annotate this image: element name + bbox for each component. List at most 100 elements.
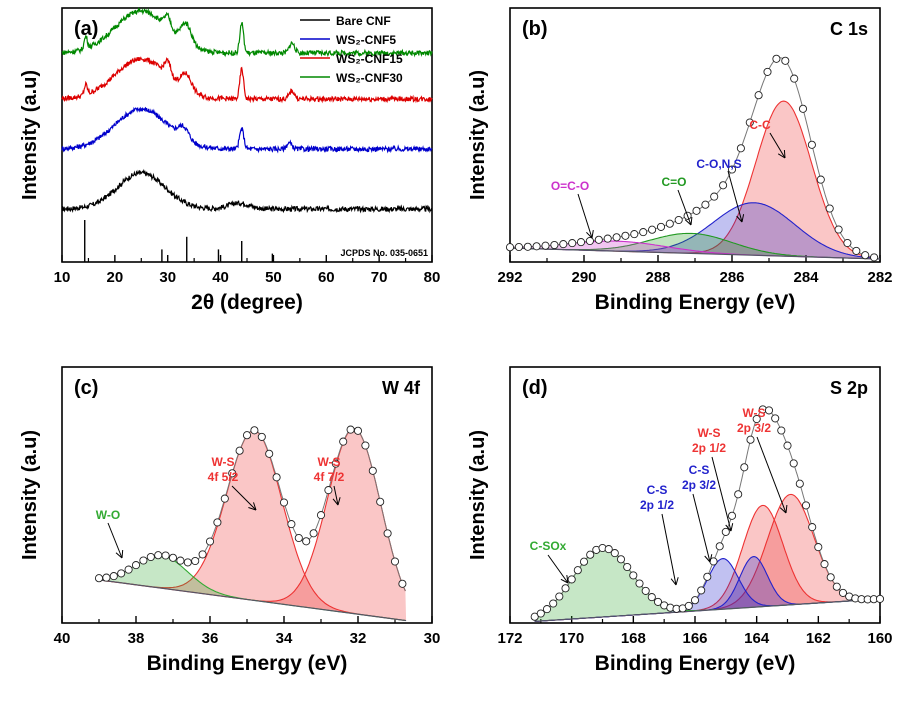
x-axis-label: 2θ (degree) [191,291,303,314]
x-tick-label: 34 [276,630,293,647]
data-point [541,241,550,250]
component-fill [99,555,407,621]
panel-d: (d) S 2p 172 170 168 166 164 162 160 Binding Ener… [467,366,893,675]
data-point [257,432,266,441]
peak-annotation: C-O,N,S [696,157,741,171]
annotation-arrow [769,132,786,159]
peak-annotation: C=O [661,175,686,189]
data-point [641,586,650,595]
data-point [383,529,392,538]
data-point [604,545,613,554]
annotation-arrow [231,485,257,511]
data-point [530,612,539,621]
panel-c: (c) W 4f 40 38 36 34 32 30 Binding Energy (eV) In… [19,366,440,675]
panel-label: (a) [74,18,98,40]
data-point [772,54,781,63]
data-point [576,238,586,247]
data-point [653,597,663,606]
data-point [710,192,719,201]
x-axis-label: Binding Energy (eV) [147,652,348,675]
data-point [346,425,355,434]
data-point [168,553,178,562]
x-tick-label: 282 [867,269,892,286]
data-point [721,527,730,536]
data-point [279,498,289,507]
data-point [567,575,576,584]
x-tick-label: 164 [744,630,770,647]
annotation-arrowhead [670,577,679,586]
legend-entry: Bare CNF [336,14,391,28]
y-axis-label: Intensity (a.u) [19,70,41,200]
data-point [398,579,407,588]
xrd-trace [61,56,433,104]
annotation-arrow [711,456,732,532]
data-point [623,562,632,572]
annotation-arrow [692,493,711,563]
data-point [648,225,657,234]
legend-entry: WS₂-CNF15 [336,52,403,66]
annotation-arrowhead [586,230,594,239]
x-tick-label: 162 [806,630,831,647]
data-point [191,556,200,566]
data-point [220,494,229,503]
data-point [242,431,252,440]
data-point [161,551,170,560]
x-tick-label: 60 [318,269,335,286]
data-point [109,572,118,581]
data-point [549,599,558,608]
annotation-arrow [547,554,569,584]
data-point [550,240,559,250]
data-point [302,537,311,546]
data-point [764,406,774,415]
data-point [94,574,104,583]
data-point [843,238,852,248]
x-tick-label: 286 [719,269,744,286]
data-point [697,586,706,595]
x-tick-label: 38 [128,630,145,647]
data-point [154,551,163,560]
data-point [146,552,155,562]
annotation-arrow [727,170,743,223]
data-point [559,240,568,249]
data-point [630,230,639,239]
component-fill [99,428,407,621]
annotation-arrowhead [684,217,693,226]
data-point [324,486,333,495]
component-fill [534,558,880,622]
data-point [612,233,621,242]
peak-annotation: C-S [647,483,668,497]
data-point [715,542,724,551]
x-tick-label: 70 [371,269,388,286]
x-tick-label: 160 [867,630,892,647]
data-point [331,459,340,468]
annotation-arrow [577,193,593,239]
data-point [250,426,259,435]
data-point [603,234,612,243]
data-point [814,543,823,552]
annotation-arrow [756,436,787,514]
data-point [309,529,318,538]
data-point [213,518,222,527]
data-point [808,523,817,532]
data-point [390,557,400,566]
peak-annotation: 2p 3/2 [737,421,771,435]
data-point [719,181,728,190]
peak-annotation: 2p 1/2 [692,441,726,455]
data-point [826,573,835,582]
data-point [339,437,348,446]
peak-annotation: 4f 5/2 [208,470,239,484]
annotation-arrow [661,513,677,586]
data-point [235,446,244,455]
data-point [781,56,790,65]
data-point [610,549,619,558]
data-point [727,511,737,520]
data-point [117,569,126,578]
data-point [228,469,237,478]
data-point [740,463,749,472]
data-point [674,215,683,225]
data-point [272,473,281,482]
x-tick-label: 290 [571,269,596,286]
annotation-arrowhead [248,502,257,511]
x-tick-label: 292 [497,269,522,286]
peak-annotation: C-S [689,463,710,477]
